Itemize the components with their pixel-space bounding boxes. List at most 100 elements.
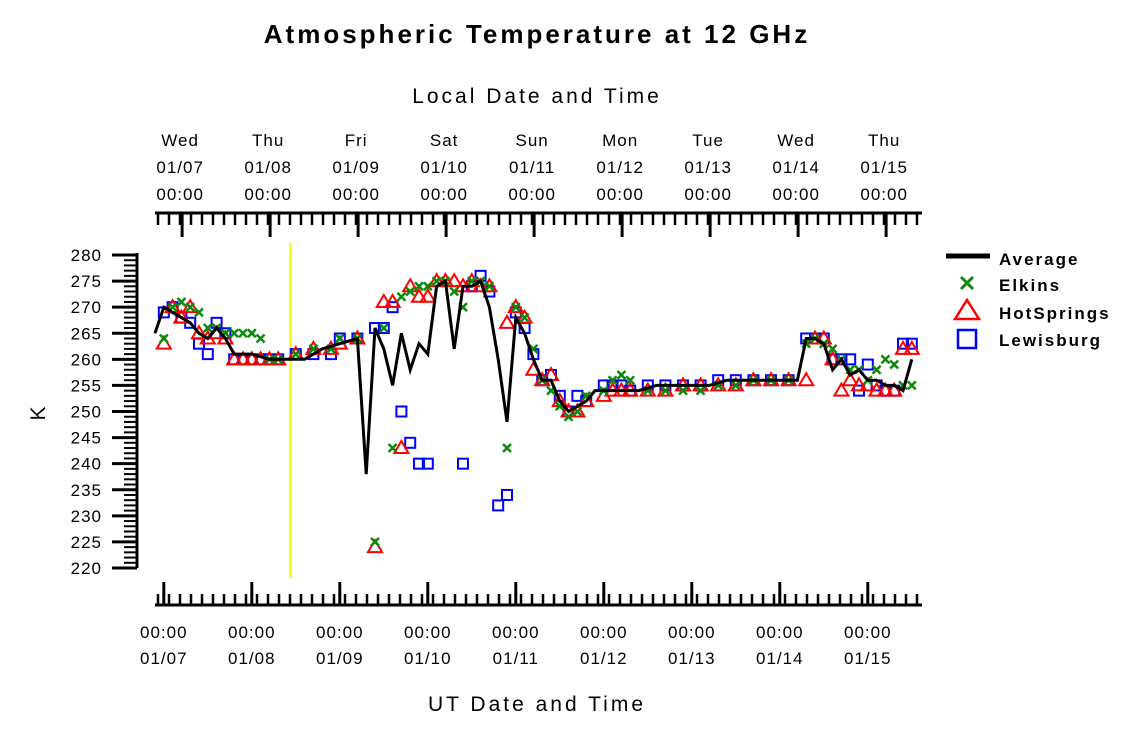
data-point-elkins-stroke: [889, 359, 900, 370]
data-point-hotsprings: [867, 381, 886, 397]
data-point-elkins: [730, 380, 741, 391]
data-point-elkins-stroke: [396, 291, 407, 302]
data-point-elkins-stroke: [484, 281, 495, 292]
data-point-elkins: [449, 286, 460, 297]
data-point-elkins: [906, 380, 917, 391]
data-point-elkins: [502, 443, 512, 453]
data-point-elkins: [678, 385, 688, 396]
top-tick-date: 01/13: [684, 158, 732, 177]
top-tick-date: 01/12: [596, 158, 644, 177]
data-point-hotsprings: [850, 376, 868, 392]
data-point-elkins: [255, 333, 266, 344]
data-point-elkins-stroke: [334, 333, 345, 344]
data-point-hotsprings: [181, 298, 199, 314]
data-point-elkins-stroke: [387, 443, 398, 453]
data-point-lewisburg: [413, 457, 425, 470]
data-point-elkins: [246, 328, 257, 339]
data-point-hotsprings: [727, 376, 745, 392]
data-point-lewisburg: [421, 457, 434, 470]
data-point-elkins-stroke: [229, 328, 240, 339]
data-point-elkins-stroke: [871, 364, 882, 375]
legend-item-average: Average: [946, 250, 1077, 269]
data-point-lewisburg: [844, 353, 857, 366]
top-axis-labels: Wed 01/07 00:00 Thu 01/08 00:00 Fri 01/09 00:00 S…: [156, 131, 908, 204]
series-lewisburg: [157, 269, 918, 512]
data-point-elkins-stroke: [449, 286, 460, 297]
bottom-tick-time: 00:00: [228, 623, 276, 642]
legend-label-hotsprings: HotSprings: [999, 304, 1111, 323]
data-point-elkins: [607, 375, 618, 386]
top-tick-time: 00:00: [596, 185, 644, 204]
legend-item-lewisburg: Lewisburg: [956, 328, 1102, 350]
data-point-elkins: [158, 333, 169, 344]
bottom-axis-minor-ticks: [156, 582, 919, 605]
data-point-elkins-stroke: [194, 307, 204, 318]
top-tick-time: 00:00: [332, 185, 380, 204]
top-tick-date: 01/08: [244, 158, 292, 177]
top-tick-day: Thu: [252, 131, 284, 150]
y-tick-label: 280: [71, 246, 102, 265]
y-tick-label: 230: [71, 507, 102, 526]
data-point-elkins-stroke: [607, 375, 618, 386]
series-hotsprings: [155, 272, 921, 554]
y-tick-label: 245: [71, 429, 102, 448]
data-point-hotsprings: [507, 298, 525, 314]
bottom-tick-date: 01/12: [580, 649, 628, 668]
data-point-elkins: [414, 281, 424, 292]
top-tick-day: Mon: [602, 131, 638, 150]
data-point-hotsprings: [190, 324, 208, 340]
top-tick-day: Sat: [430, 131, 459, 150]
data-point-hotsprings: [903, 339, 921, 355]
data-point-elkins-stroke: [185, 302, 196, 313]
legend: Average Elkins HotSprings Lewisburg: [946, 250, 1111, 350]
top-axis-title: Local Date and Time: [412, 85, 662, 108]
data-point-hotsprings: [568, 402, 587, 418]
data-point-elkins: [889, 359, 900, 370]
series-layer: [153, 269, 921, 554]
top-tick-time: 00:00: [860, 185, 908, 204]
bottom-tick-time: 00:00: [668, 623, 716, 642]
data-point-elkins: [660, 385, 671, 396]
y-axis-labels: 280 275 270 265 260 255 250 245 240 235 230 225 220: [71, 246, 102, 578]
data-point-lewisburg: [457, 457, 469, 470]
data-point-elkins: [871, 364, 882, 375]
data-point-elkins: [370, 537, 380, 547]
y-tick-label: 275: [71, 272, 102, 291]
data-point-hotsprings: [797, 371, 815, 387]
data-point-elkins: [387, 443, 398, 453]
data-point-elkins: [616, 370, 627, 380]
data-point-hotsprings: [419, 287, 437, 303]
bottom-tick-time: 00:00: [140, 623, 188, 642]
top-tick-time: 00:00: [508, 185, 556, 204]
top-tick-day: Sun: [516, 131, 549, 150]
bottom-tick-time: 00:00: [756, 623, 804, 642]
data-point-elkins: [695, 385, 706, 396]
data-point-lewisburg: [861, 358, 874, 371]
legend-item-elkins: Elkins: [959, 275, 1059, 295]
data-point-elkins-stroke: [414, 281, 424, 292]
legend-item-hotsprings: HotSprings: [952, 297, 1111, 323]
data-point-elkins: [880, 354, 891, 365]
data-point-elkins-stroke: [202, 323, 213, 333]
data-point-elkins-stroke: [290, 349, 301, 360]
top-tick-date: 01/10: [420, 158, 468, 177]
y-tick-label: 225: [71, 533, 102, 552]
y-tick-label: 250: [71, 403, 102, 422]
data-point-elkins: [563, 411, 574, 422]
data-point-elkins: [176, 297, 187, 307]
series-average: [153, 278, 914, 475]
top-tick-time: 00:00: [156, 185, 204, 204]
legend-label-lewisburg: Lewisburg: [999, 331, 1102, 350]
data-point-elkins: [827, 344, 838, 354]
top-tick-day: Fri: [345, 131, 368, 150]
data-point-hotsprings: [383, 292, 402, 308]
data-point-hotsprings: [375, 292, 393, 308]
bottom-tick-date: 01/11: [493, 649, 539, 668]
data-point-hotsprings: [656, 381, 675, 397]
y-axis-ticks: [112, 253, 137, 570]
data-point-elkins: [194, 307, 204, 318]
chart-title: Atmospheric Temperature at 12 GHz: [264, 19, 810, 49]
data-point-elkins: [290, 349, 301, 360]
data-point-elkins-stroke: [519, 312, 530, 323]
data-point-elkins-stroke: [563, 411, 574, 422]
